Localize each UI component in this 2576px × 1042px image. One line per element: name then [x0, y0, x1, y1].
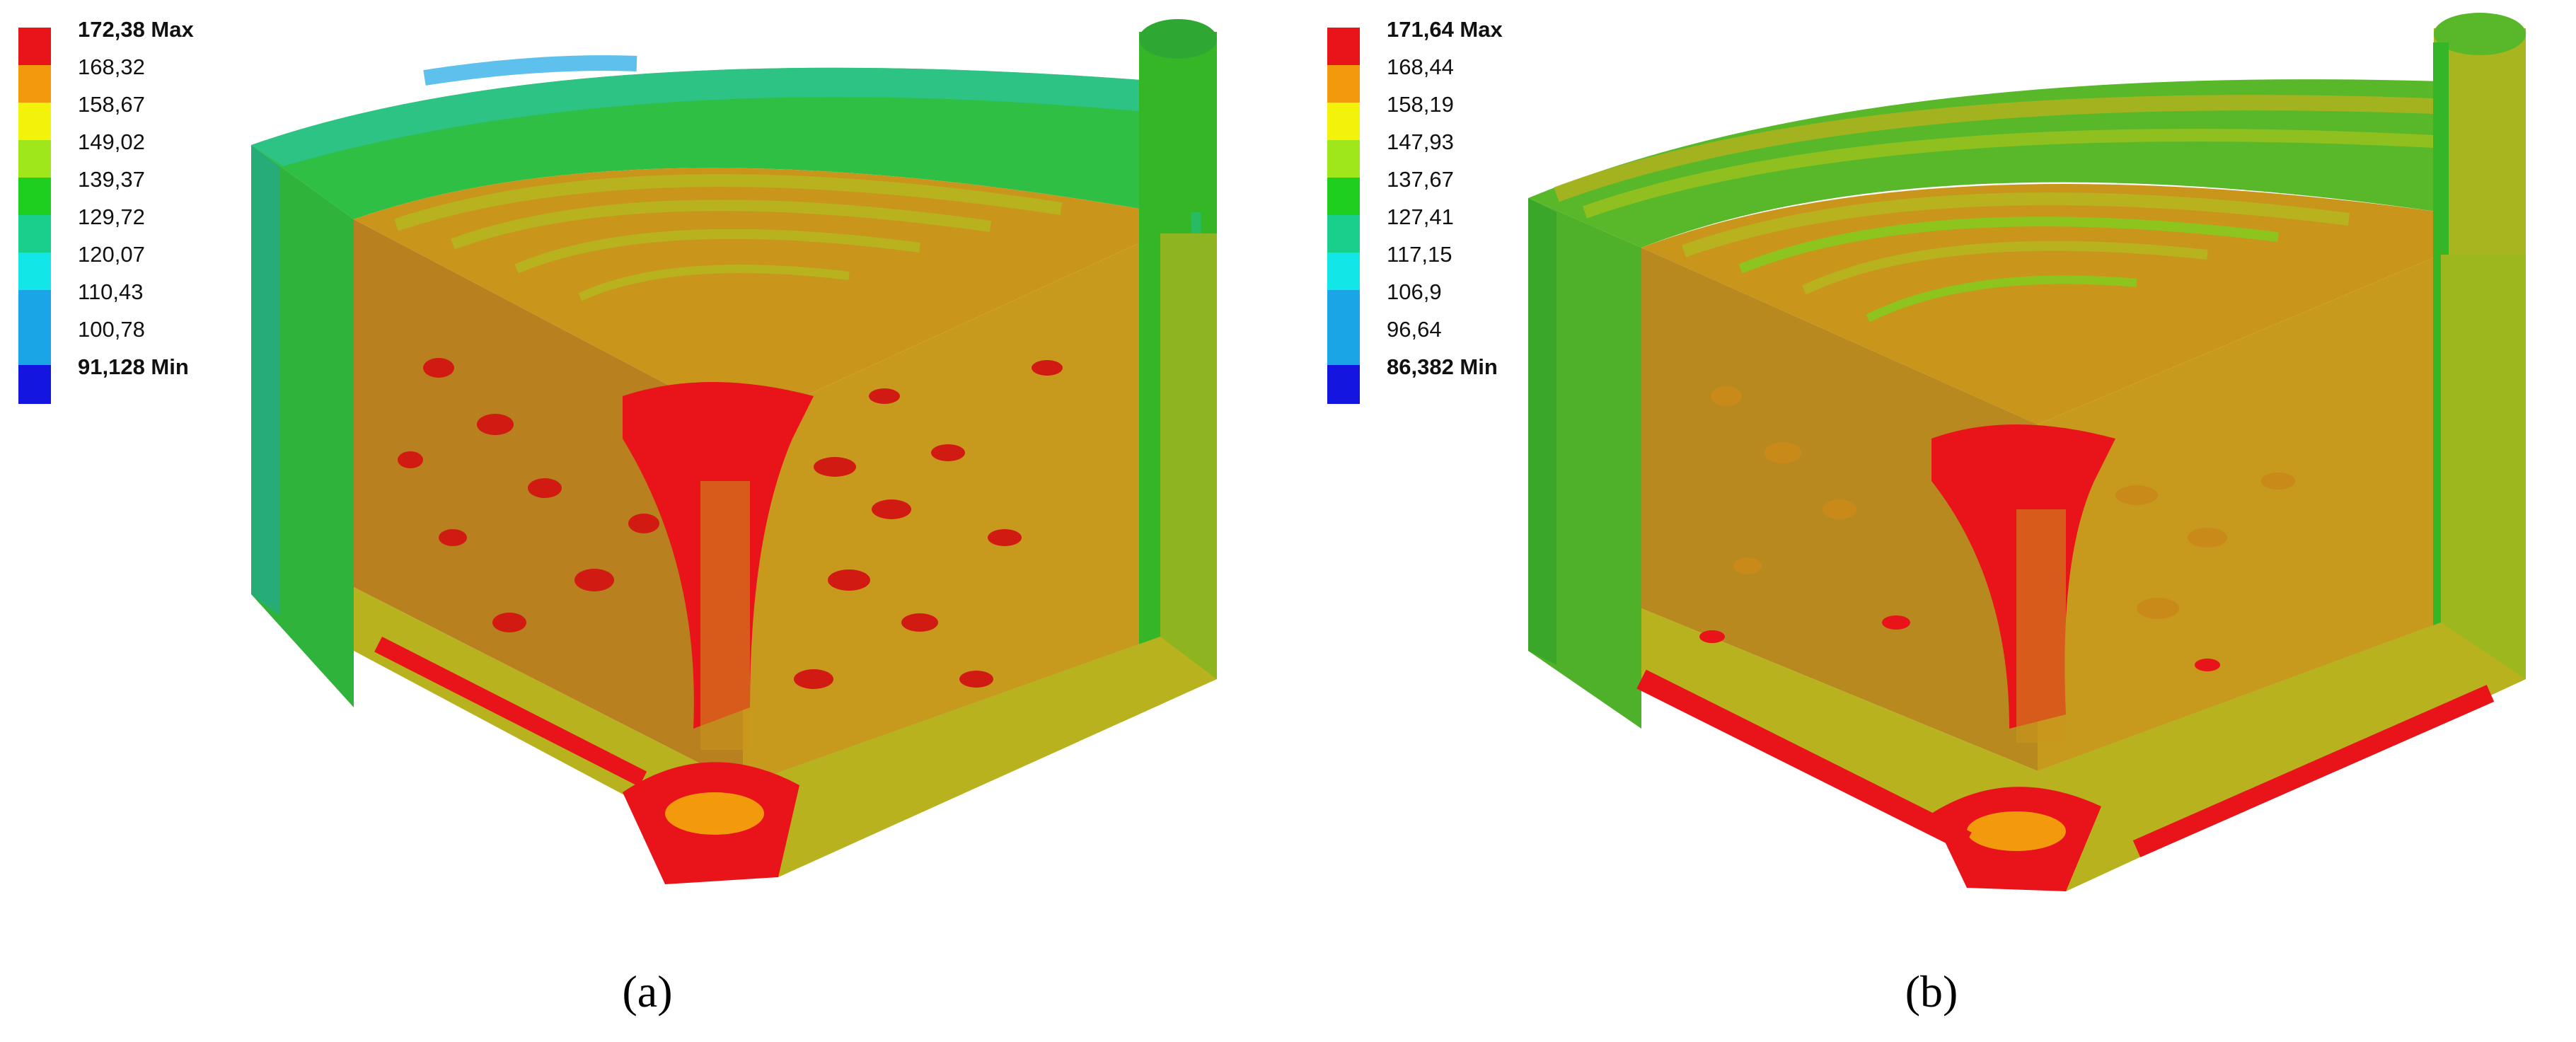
legend-row: 149,02 [14, 131, 269, 179]
legend-row: 168,32 [14, 56, 269, 104]
thermal-model-render-b [1528, 13, 2526, 891]
legend-level-label: 129,72 [78, 204, 145, 229]
legend-swatch [1327, 290, 1360, 329]
inner-top-surface [354, 168, 1160, 424]
legend-level-label: 158,67 [78, 92, 145, 117]
legend-swatch [1327, 215, 1360, 254]
legend-swatch [18, 65, 51, 104]
legend-swatch [18, 328, 51, 366]
legend-level-label: 158,19 [1387, 92, 1454, 117]
legend-swatch [18, 253, 51, 291]
legend-swatch [1327, 28, 1360, 66]
legend-level-label: 117,15 [1387, 242, 1452, 267]
legend-row: 137,67 [1323, 168, 1578, 216]
legend-row: 120,07 [14, 243, 269, 291]
legend-min-label: 86,382 Min [1387, 354, 1498, 379]
legend-swatch [18, 140, 51, 179]
legend-row: 127,41 [1323, 206, 1578, 254]
legend-row: 117,15 [1323, 243, 1578, 291]
legend-row-min: 86,382 Min [1323, 356, 1578, 404]
legend-level-label: 120,07 [78, 242, 145, 267]
left-cut-face [354, 219, 743, 785]
legend-row: 158,19 [1323, 93, 1578, 141]
legend-level-label: 137,67 [1387, 167, 1454, 192]
panel-a: 172,38 Max 168,32 158,67 149,02 139,37 1… [14, 18, 1217, 1017]
legend-row-max: 172,38 Max [14, 18, 269, 66]
legend-level-label: 110,43 [78, 279, 144, 304]
legend-max-label: 172,38 Max [78, 17, 194, 42]
legend-row-min: 91,128 Min [14, 356, 269, 404]
warm-spots [1711, 386, 2295, 619]
legend-swatch [18, 290, 51, 329]
legend-swatch [1327, 65, 1360, 104]
legend-level-label: 100,78 [78, 317, 145, 342]
legend-row: 129,72 [14, 206, 269, 254]
legend-row: 110,43 [14, 281, 269, 329]
legend-min-label: 91,128 Min [78, 354, 189, 379]
legend-swatch [1327, 328, 1360, 366]
legend-swatch [18, 178, 51, 216]
panel-b: 171,64 Max 168,44 158,19 147,93 137,67 1… [1288, 0, 2576, 1042]
legend-level-label: 139,37 [78, 167, 145, 192]
right-cut-face [2038, 255, 2441, 771]
color-legend-a: 172,38 Max 168,32 158,67 149,02 139,37 1… [14, 18, 269, 404]
legend-swatch [18, 215, 51, 254]
outer-shell-top [1528, 79, 2441, 248]
legend-level-label: 168,44 [1387, 54, 1454, 79]
legend-swatch [1327, 365, 1360, 404]
legend-swatch [18, 28, 51, 66]
legend-level-label: 106,9 [1387, 279, 1442, 304]
legend-row: 139,37 [14, 168, 269, 216]
outer-shell-top-teal [251, 67, 1160, 166]
legend-level-label: 147,93 [1387, 129, 1454, 154]
panel-caption-a: (a) [622, 966, 673, 1017]
thermal-model-render-a [251, 19, 1217, 884]
legend-row: 100,78 [14, 318, 269, 366]
legend-level-label: 127,41 [1387, 204, 1454, 229]
legend-level-label: 168,32 [78, 54, 145, 79]
legend-swatch [1327, 178, 1360, 216]
legend-swatch [1327, 140, 1360, 179]
hot-spots [1699, 615, 2220, 671]
legend-swatch [18, 103, 51, 141]
legend-max-label: 171,64 Max [1387, 18, 1503, 40]
legend-row: 96,64 [1323, 318, 1578, 366]
legend-row: 168,44 [1323, 56, 1578, 104]
hot-spots [398, 358, 1063, 689]
panel-caption-b: (b) [1905, 966, 1958, 1017]
bottom-floor [1641, 608, 2526, 891]
legend-row: 106,9 [1323, 281, 1578, 329]
legend-row: 147,93 [1323, 131, 1578, 179]
legend-swatch [1327, 253, 1360, 291]
legend-swatch [1327, 103, 1360, 141]
legend-swatch [18, 365, 51, 404]
legend-row: 158,67 [14, 93, 269, 141]
legend-row-max: 171,64 Max [1323, 18, 1578, 66]
legend-level-label: 96,64 [1387, 317, 1442, 342]
legend-level-label: 149,02 [78, 129, 145, 154]
color-legend-b: 171,64 Max 168,44 158,19 147,93 137,67 1… [1323, 18, 1578, 404]
